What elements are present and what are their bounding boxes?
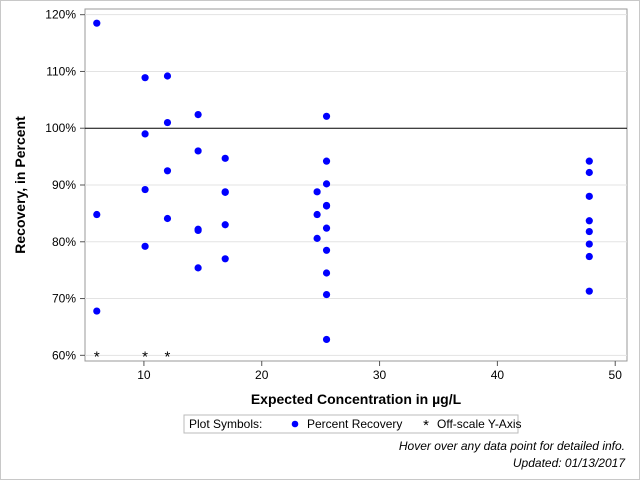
data-point[interactable]	[194, 111, 202, 119]
data-point[interactable]	[221, 188, 229, 196]
data-point[interactable]	[163, 72, 172, 80]
y-tick-label: 60%	[52, 348, 76, 362]
x-axis-ticks: 10 20 30 40 50	[137, 361, 622, 382]
data-point[interactable]	[163, 118, 172, 127]
data-point[interactable]	[322, 112, 331, 120]
y-tick-label: 100%	[45, 121, 76, 135]
y-axis-ticks: 60% 70% 80% 90% 100% 110% 120%	[45, 8, 85, 362]
data-points[interactable]: * * *	[93, 19, 593, 366]
data-point[interactable]	[221, 255, 229, 263]
updated-date: Updated: 01/13/2017	[512, 456, 625, 470]
y-tick-label: 120%	[45, 8, 76, 22]
legend: Plot Symbols: Percent Recovery * Off-sca…	[183, 414, 521, 434]
data-point[interactable]	[322, 335, 331, 344]
data-point[interactable]	[313, 234, 321, 242]
x-axis-title: Expected Concentration in µg/L	[251, 391, 462, 407]
legend-marker-off-scale: *	[423, 417, 429, 434]
data-point[interactable]	[585, 227, 593, 236]
data-point[interactable]	[322, 246, 331, 254]
data-point[interactable]	[194, 147, 202, 155]
data-point[interactable]	[93, 307, 101, 315]
data-point[interactable]	[585, 287, 593, 295]
data-point[interactable]	[322, 224, 331, 232]
x-tick-label: 50	[609, 368, 623, 382]
legend-label-percent-recovery: Percent Recovery	[307, 417, 402, 431]
data-point[interactable]	[221, 221, 229, 229]
legend-title: Plot Symbols:	[189, 417, 262, 431]
data-point[interactable]	[585, 168, 593, 177]
data-point[interactable]	[322, 202, 331, 210]
y-axis-title: Recovery, in Percent	[12, 116, 28, 254]
data-point[interactable]	[221, 154, 229, 162]
legend-label-off-scale: Off-scale Y-Axis	[437, 417, 521, 431]
data-point[interactable]	[93, 19, 101, 27]
x-tick-label: 40	[491, 368, 505, 382]
data-point[interactable]	[585, 240, 593, 248]
y-tick-label: 90%	[52, 178, 76, 192]
y-tick-label: 80%	[52, 235, 76, 249]
x-tick-label: 10	[137, 368, 151, 382]
x-tick-label: 30	[373, 368, 387, 382]
data-point[interactable]	[585, 192, 593, 200]
data-point[interactable]	[322, 157, 331, 165]
data-point[interactable]	[322, 269, 331, 277]
data-point[interactable]	[163, 167, 172, 175]
data-point[interactable]	[585, 217, 593, 225]
legend-box	[183, 414, 519, 434]
data-point[interactable]	[141, 74, 149, 82]
data-point[interactable]	[141, 185, 149, 194]
data-point[interactable]	[141, 130, 149, 138]
data-point[interactable]	[313, 210, 321, 219]
legend-marker-percent-recovery	[291, 420, 299, 428]
data-point[interactable]	[194, 264, 202, 272]
data-point[interactable]	[585, 252, 593, 261]
data-point[interactable]	[322, 290, 331, 299]
data-point[interactable]	[194, 226, 202, 235]
y-tick-label: 110%	[46, 64, 76, 78]
grid-lines	[85, 14, 627, 356]
data-point[interactable]	[313, 188, 321, 196]
data-point[interactable]	[322, 180, 331, 188]
data-point[interactable]	[141, 242, 149, 250]
data-point[interactable]	[93, 210, 101, 219]
x-tick-label: 20	[255, 368, 269, 382]
y-tick-label: 70%	[52, 292, 76, 306]
data-point[interactable]	[163, 214, 172, 223]
off-scale-marker[interactable]: *	[142, 348, 148, 365]
off-scale-marker[interactable]: *	[94, 348, 100, 365]
off-scale-marker[interactable]: *	[165, 348, 171, 365]
data-point[interactable]	[585, 157, 593, 165]
hover-note: Hover over any data point for detailed i…	[398, 439, 625, 453]
